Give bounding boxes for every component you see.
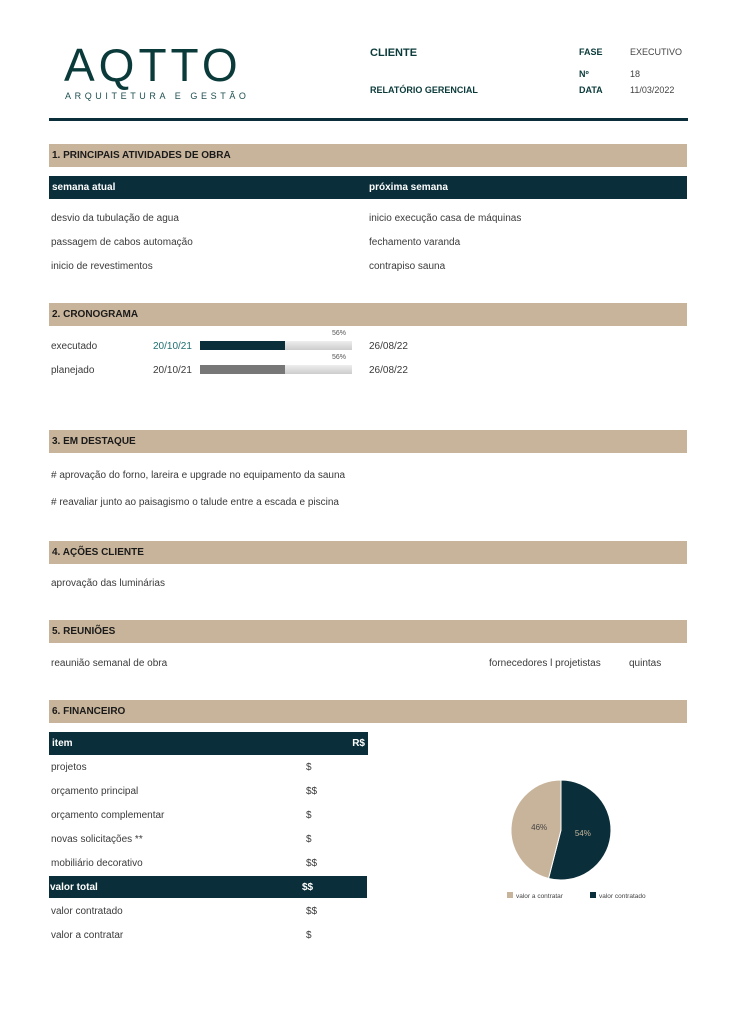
number-label: Nº: [579, 69, 589, 79]
section-financial: 6. FINANCEIRO: [49, 700, 687, 723]
logo: AQTTO: [64, 39, 242, 91]
activities-header: semana atual próxima semana: [49, 176, 687, 199]
next-item: contrapiso sauna: [369, 261, 446, 272]
current-item: inicio de revestimentos: [51, 261, 153, 272]
legend-label: valor contratado: [599, 893, 646, 900]
meeting-day: quintas: [629, 658, 662, 669]
schedule-label: planejado: [51, 365, 95, 376]
col-next-week: próxima semana: [369, 182, 448, 193]
financial-item: projetos: [51, 762, 87, 773]
financial-value: $: [306, 834, 312, 845]
financial-item: novas solicitações **: [51, 834, 143, 845]
current-item: passagem de cabos automação: [51, 237, 193, 248]
pie-data-label: 46%: [531, 823, 547, 832]
financial-item: mobiliário decorativo: [51, 858, 143, 869]
financial-item: orçamento principal: [51, 786, 139, 797]
financial-item: valor total: [50, 882, 98, 893]
progress-fill: [200, 341, 286, 350]
financial-value: $$: [306, 786, 318, 797]
highlight-item: # reavaliar junto ao paisagismo o talude…: [51, 497, 339, 508]
section-meetings: 5. REUNIÕES: [49, 620, 687, 643]
financial-item: valor a contratar: [51, 930, 124, 941]
progress-percent: 56%: [332, 354, 347, 361]
financial-value: $$: [306, 906, 318, 917]
client-action-item: aprovação das luminárias: [51, 578, 165, 589]
section-client-actions: 4. AÇÕES CLIENTE: [49, 541, 687, 564]
financial-header: item R$: [49, 732, 368, 755]
phase-value: EXECUTIVO: [630, 47, 683, 57]
progress-percent: 56%: [332, 330, 347, 337]
financial-item: orçamento complementar: [51, 810, 165, 821]
date-value: 11/03/2022: [630, 85, 675, 95]
financial-value: $: [306, 762, 312, 773]
number-value: 18: [630, 69, 641, 79]
total-row: [49, 876, 367, 898]
financial-value: $$: [302, 882, 314, 893]
section-highlights: 3. EM DESTAQUE: [49, 430, 687, 453]
col-item: item: [52, 738, 73, 749]
col-value: R$: [352, 738, 365, 749]
next-item: fechamento varanda: [369, 237, 461, 248]
next-item: inicio execução casa de máquinas: [369, 213, 522, 224]
section-activities: 1. PRINCIPAIS ATIVIDADES DE OBRA: [49, 144, 687, 167]
pie-data-label: 54%: [575, 829, 591, 838]
financial-value: $$: [306, 858, 318, 869]
header-divider: [49, 118, 688, 121]
financial-item: valor contratado: [51, 906, 123, 917]
schedule-start: 20/10/21: [153, 341, 192, 352]
legend-swatch: [590, 892, 596, 898]
pie-slice-valor-a-contratar: [510, 779, 562, 880]
schedule-end: 26/08/22: [369, 341, 408, 352]
report-title: RELATÓRIO GERENCIAL: [370, 85, 478, 95]
schedule-start: 20/10/21: [153, 365, 192, 376]
logo-subtitle: ARQUITETURA E GESTÃO: [65, 91, 250, 101]
current-item: desvio da tubulação de agua: [51, 213, 179, 224]
financial-value: $: [306, 930, 312, 941]
schedule-end: 26/08/22: [369, 365, 408, 376]
highlight-item: # aprovação do forno, lareira e upgrade …: [51, 470, 346, 481]
phase-label: FASE: [579, 47, 603, 57]
financial-value: $: [306, 810, 312, 821]
financial-pie-chart: 54% 46% valor a contratar valor contratado: [507, 779, 646, 900]
section-schedule: 2. CRONOGRAMA: [49, 303, 687, 326]
meeting-name: reaunião semanal de obra: [51, 658, 168, 669]
pie-slice-valor-contratado: [547, 779, 612, 881]
client-label: CLIENTE: [370, 47, 418, 59]
date-label: DATA: [579, 85, 603, 95]
col-current-week: semana atual: [52, 182, 116, 193]
meeting-participants: fornecedores l projetistas: [489, 658, 601, 669]
legend-label: valor a contratar: [516, 893, 564, 900]
legend-swatch: [507, 892, 513, 898]
progress-fill: [200, 365, 286, 374]
schedule-label: executado: [51, 341, 98, 352]
